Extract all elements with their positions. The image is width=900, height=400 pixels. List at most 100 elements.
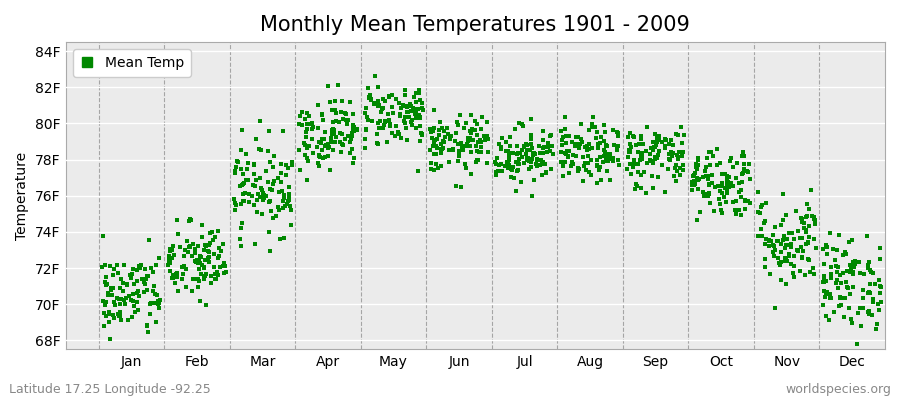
Point: [465, 137, 480, 143]
Point: [98, 262, 112, 269]
Point: [199, 271, 213, 278]
Point: [569, 153, 583, 159]
Point: [234, 225, 248, 232]
Point: [197, 276, 211, 282]
Point: [323, 99, 338, 106]
Point: [101, 292, 115, 298]
Point: [526, 156, 540, 162]
Point: [398, 114, 412, 120]
Point: [451, 122, 465, 128]
Point: [620, 153, 634, 160]
Point: [191, 242, 205, 249]
Point: [610, 145, 625, 152]
Point: [526, 150, 541, 156]
Point: [634, 154, 649, 161]
Point: [202, 248, 216, 254]
Point: [382, 93, 396, 99]
Point: [236, 191, 250, 198]
Point: [838, 295, 852, 301]
Point: [499, 139, 513, 145]
Point: [518, 160, 532, 166]
Point: [276, 128, 291, 134]
Point: [490, 161, 504, 167]
Point: [473, 137, 488, 143]
Point: [292, 121, 306, 127]
Point: [861, 265, 876, 272]
Point: [454, 145, 469, 151]
Point: [173, 244, 187, 250]
Point: [140, 323, 155, 330]
Point: [361, 117, 375, 124]
Point: [713, 160, 727, 166]
Point: [132, 293, 147, 299]
Point: [262, 228, 276, 235]
Point: [358, 136, 373, 142]
Point: [624, 144, 638, 150]
Point: [850, 310, 865, 316]
Point: [676, 166, 690, 173]
Point: [584, 157, 598, 163]
Point: [268, 212, 283, 219]
Point: [842, 305, 856, 311]
Point: [500, 165, 515, 171]
Point: [611, 156, 625, 163]
Point: [501, 160, 516, 166]
Point: [843, 268, 858, 275]
Point: [162, 258, 176, 264]
Point: [113, 308, 128, 315]
Point: [559, 151, 573, 158]
Point: [850, 340, 864, 347]
Point: [451, 158, 465, 164]
Point: [837, 314, 851, 320]
Point: [773, 262, 788, 268]
Point: [762, 271, 777, 277]
Point: [592, 140, 607, 146]
Point: [762, 237, 777, 244]
Point: [846, 268, 860, 275]
Point: [266, 180, 280, 187]
Point: [512, 120, 526, 126]
Point: [585, 124, 599, 130]
Point: [182, 243, 196, 250]
Point: [630, 182, 644, 189]
Point: [861, 309, 876, 315]
Point: [738, 197, 752, 203]
Point: [606, 155, 620, 162]
Point: [110, 262, 124, 268]
Point: [325, 131, 339, 138]
Point: [99, 299, 113, 306]
Point: [211, 228, 225, 234]
Point: [284, 162, 299, 168]
Point: [480, 119, 494, 125]
Point: [144, 264, 158, 271]
Point: [590, 163, 604, 170]
Point: [234, 242, 248, 249]
Point: [740, 168, 754, 174]
Point: [669, 162, 683, 168]
Point: [208, 276, 222, 282]
Point: [254, 146, 268, 153]
Point: [194, 298, 208, 305]
Point: [134, 262, 148, 268]
Point: [329, 118, 344, 124]
Point: [525, 193, 539, 199]
Point: [871, 300, 886, 307]
Point: [600, 154, 615, 161]
Point: [569, 134, 583, 140]
Point: [533, 150, 547, 156]
Point: [162, 253, 176, 259]
Point: [528, 150, 543, 157]
Point: [96, 322, 111, 329]
Point: [400, 137, 414, 143]
Point: [480, 133, 494, 139]
Point: [130, 299, 145, 305]
Point: [161, 262, 176, 268]
Point: [752, 210, 767, 216]
Point: [554, 142, 569, 148]
Point: [571, 168, 585, 174]
Point: [606, 127, 620, 133]
Point: [866, 296, 880, 302]
Point: [233, 236, 248, 242]
Point: [346, 126, 361, 132]
Point: [470, 147, 484, 154]
